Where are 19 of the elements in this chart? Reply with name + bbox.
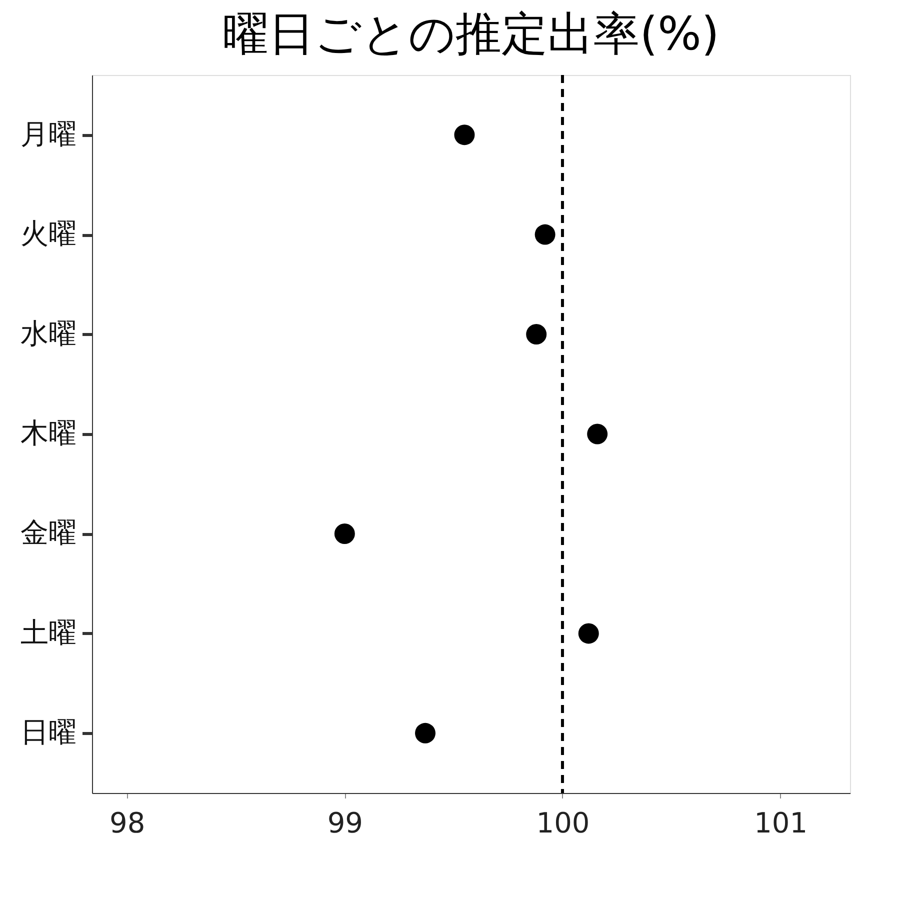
point [526,324,547,345]
point [454,124,475,146]
y-tick-label: 木曜 [20,416,76,450]
point [578,623,599,644]
point [534,224,556,245]
x-tick-label: 101 [754,806,808,840]
y-tick-label: 月曜 [20,117,76,150]
chart-title: 曜日ごとの推定出率(%) [222,6,720,60]
y-tick-label: 火曜 [20,217,76,250]
y-tick-label: 金曜 [20,516,76,550]
y-tick-label: 日曜 [20,716,76,749]
point [587,424,608,444]
point [415,722,436,744]
y-tick-label: 水曜 [20,316,76,350]
point [334,523,355,544]
x-tick-label: 100 [536,806,590,840]
x-tick-label: 99 [327,806,363,840]
y-tick-label: 土曜 [20,616,76,649]
x-tick-label: 98 [110,806,146,840]
